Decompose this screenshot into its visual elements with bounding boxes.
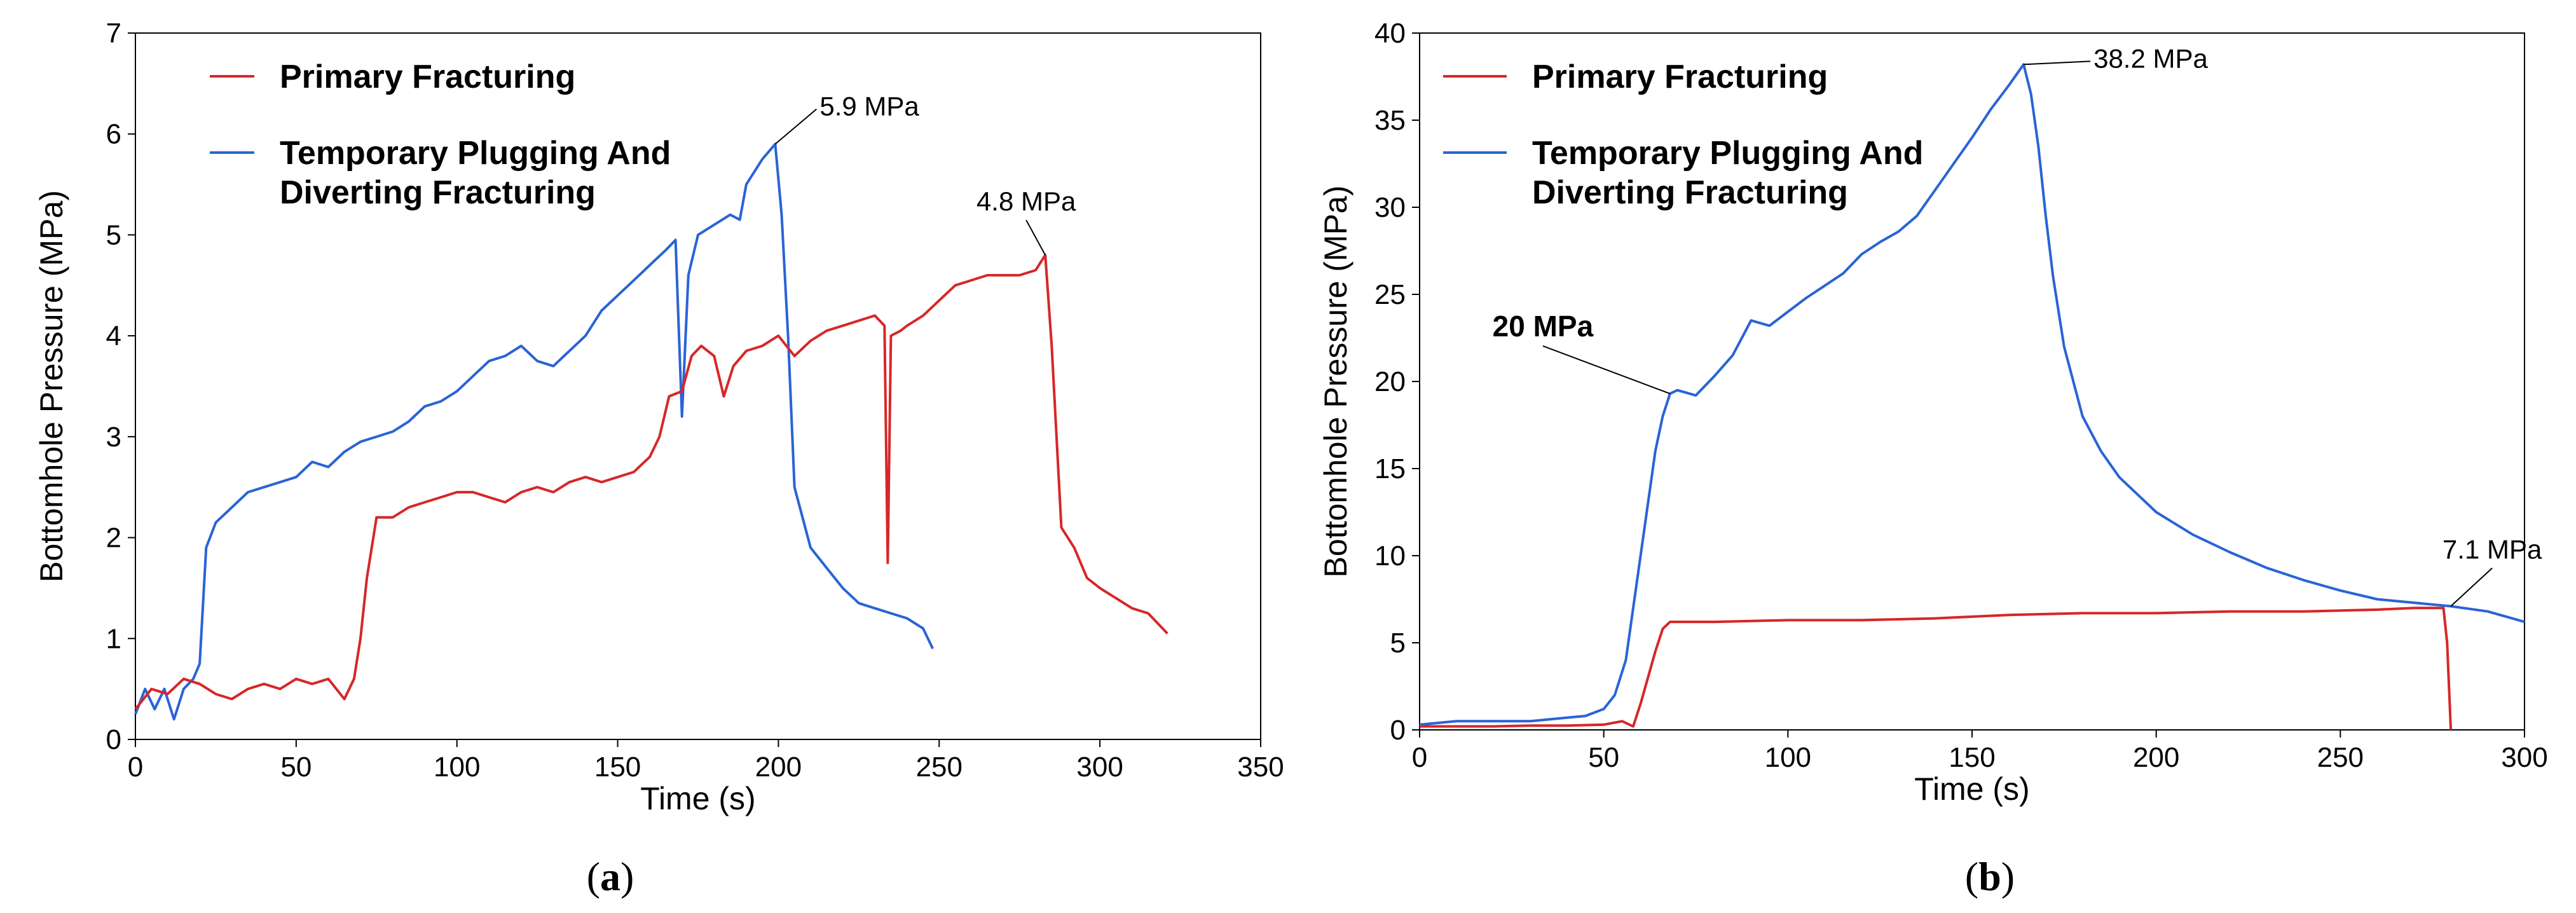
y-tick-label: 10 bbox=[1374, 540, 1406, 572]
y-tick-label: 2 bbox=[106, 523, 121, 554]
y-tick-label: 30 bbox=[1374, 192, 1406, 223]
legend-label: Temporary Plugging And bbox=[280, 135, 671, 172]
annotation-leader bbox=[1542, 345, 1671, 395]
y-tick-label: 40 bbox=[1374, 18, 1406, 49]
legend-label: Primary Fracturing bbox=[1532, 58, 1828, 95]
y-tick-label: 0 bbox=[106, 724, 121, 755]
x-tick-label: 150 bbox=[594, 752, 641, 783]
y-tick-label: 1 bbox=[106, 623, 121, 654]
y-tick-label: 4 bbox=[106, 320, 121, 352]
x-tick-label: 300 bbox=[1076, 752, 1123, 783]
legend-label: Diverting Fracturing bbox=[280, 174, 596, 211]
y-tick-label: 6 bbox=[106, 119, 121, 150]
x-tick-label: 0 bbox=[1412, 742, 1427, 773]
annotation-leader bbox=[2450, 567, 2493, 607]
x-tick-label: 50 bbox=[1588, 742, 1619, 773]
x-tick-label: 0 bbox=[128, 752, 143, 783]
annotation-leader bbox=[2024, 60, 2091, 65]
annotation-label: 4.8 MPa bbox=[976, 186, 1076, 216]
x-tick-label: 150 bbox=[1949, 742, 1995, 773]
y-axis-title: Bottomhole Pressure (MPa) bbox=[34, 190, 69, 582]
y-tick-label: 35 bbox=[1374, 105, 1406, 136]
panel-label: (b) bbox=[1965, 854, 2015, 899]
y-axis-title: Bottomhole Pressure (MPa) bbox=[1318, 186, 1353, 578]
legend-label: Diverting Fracturing bbox=[1532, 174, 1848, 211]
x-tick-label: 250 bbox=[916, 752, 963, 783]
x-axis-title: Time (s) bbox=[640, 781, 755, 816]
y-tick-label: 7 bbox=[106, 18, 121, 49]
y-tick-label: 0 bbox=[1390, 715, 1406, 746]
y-tick-label: 3 bbox=[106, 422, 121, 453]
y-tick-label: 15 bbox=[1374, 453, 1406, 484]
series-line-primary-fracturing bbox=[134, 254, 1168, 710]
series-line-diverting-fracturing bbox=[134, 142, 935, 721]
legend-label: Temporary Plugging And bbox=[1532, 135, 1923, 172]
y-tick-label: 5 bbox=[1390, 628, 1406, 659]
annotation-label: 38.2 MPa bbox=[2093, 43, 2208, 73]
x-tick-label: 350 bbox=[1237, 752, 1284, 783]
series-line-primary-fracturing bbox=[1420, 607, 2453, 731]
y-tick-label: 25 bbox=[1374, 279, 1406, 310]
series-line-diverting-fracturing bbox=[1419, 63, 2525, 726]
x-tick-label: 50 bbox=[280, 752, 312, 783]
y-tick-label: 5 bbox=[106, 219, 121, 251]
x-tick-label: 300 bbox=[2501, 742, 2547, 773]
x-tick-label: 100 bbox=[1765, 742, 1811, 773]
x-tick-label: 250 bbox=[2317, 742, 2364, 773]
x-tick-label: 200 bbox=[755, 752, 802, 783]
x-tick-label: 100 bbox=[434, 752, 480, 783]
legend-label: Primary Fracturing bbox=[280, 58, 575, 95]
annotation-label: 5.9 MPa bbox=[819, 92, 919, 121]
annotation-label: 20 MPa bbox=[1493, 310, 1594, 343]
annotation-leader bbox=[774, 108, 818, 145]
panel-label: (a) bbox=[587, 854, 634, 899]
annotation-leader bbox=[1025, 219, 1046, 256]
x-axis-title: Time (s) bbox=[1914, 771, 2029, 807]
plot-frame bbox=[135, 32, 1261, 740]
chart-panel-b: 0 50 100 150 200 250 300 0 5 10 15 20 25 30 35 40 Time (… bbox=[1318, 18, 2548, 899]
chart-panel-a: 0 50 100 150 200 250 300 350 0 1 2 3 4 5 6 7 Time (s) Bot… bbox=[34, 18, 1284, 899]
y-tick-label: 20 bbox=[1374, 366, 1406, 397]
annotation-label: 7.1 MPa bbox=[2442, 534, 2542, 564]
x-tick-label: 200 bbox=[2133, 742, 2179, 773]
